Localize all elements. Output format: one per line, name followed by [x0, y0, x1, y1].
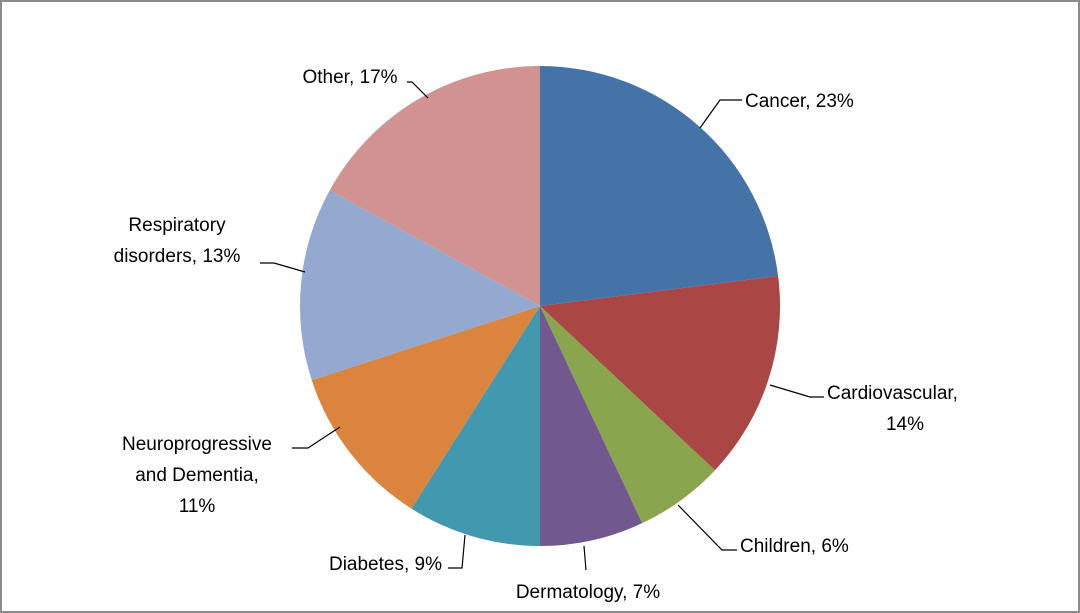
pie-slice-other	[329, 66, 540, 306]
data-label-text: 14%	[886, 414, 924, 435]
pie-slice-cardiovascular	[540, 275, 781, 471]
data-label-text: Cardiovascular,	[827, 383, 958, 404]
data-label-text: disorders, 13%	[114, 246, 241, 267]
leader-line	[677, 504, 737, 551]
data-label-text: 11%	[179, 496, 216, 517]
data-label: Respiratory disorders, 13%	[114, 215, 241, 267]
leader-line	[260, 262, 306, 273]
data-label-text: Children, 6%	[740, 536, 849, 557]
data-label-text: Dermatology, 7%	[516, 582, 660, 603]
data-label: Diabetes, 9%	[329, 554, 442, 575]
data-label: Other, 17%	[302, 67, 397, 88]
leader-line	[407, 81, 429, 99]
leader-line	[699, 99, 742, 129]
data-label-text: Neuroprogressive	[122, 434, 272, 455]
data-label: Cancer, 23%	[745, 91, 854, 112]
data-label: Neuroprogressive and Dementia, 11%	[122, 434, 272, 517]
pie-slice-diabetes	[411, 306, 540, 546]
pie-slice-children	[540, 306, 715, 524]
leader-line	[448, 534, 466, 569]
leader-line	[292, 426, 341, 449]
data-label-text: Other, 17%	[302, 67, 397, 88]
leader-line	[583, 545, 587, 571]
pie-slice-respiratory-disorders	[299, 190, 540, 381]
leader-line	[769, 384, 824, 398]
data-label-text: Diabetes, 9%	[329, 554, 442, 575]
pie-slice-cancer	[540, 66, 779, 306]
pie-slice-dermatology	[540, 306, 643, 546]
data-label: Cardiovascular, 14%	[827, 383, 958, 435]
data-label-text: Respiratory	[128, 215, 226, 236]
data-label: Children, 6%	[740, 536, 849, 557]
data-label-text: Cancer, 23%	[745, 91, 854, 112]
data-label-text: and Dementia,	[135, 465, 259, 486]
pie-slice-neuroprogressive-and-dementia	[311, 306, 540, 509]
data-label: Dermatology, 7%	[516, 582, 660, 603]
